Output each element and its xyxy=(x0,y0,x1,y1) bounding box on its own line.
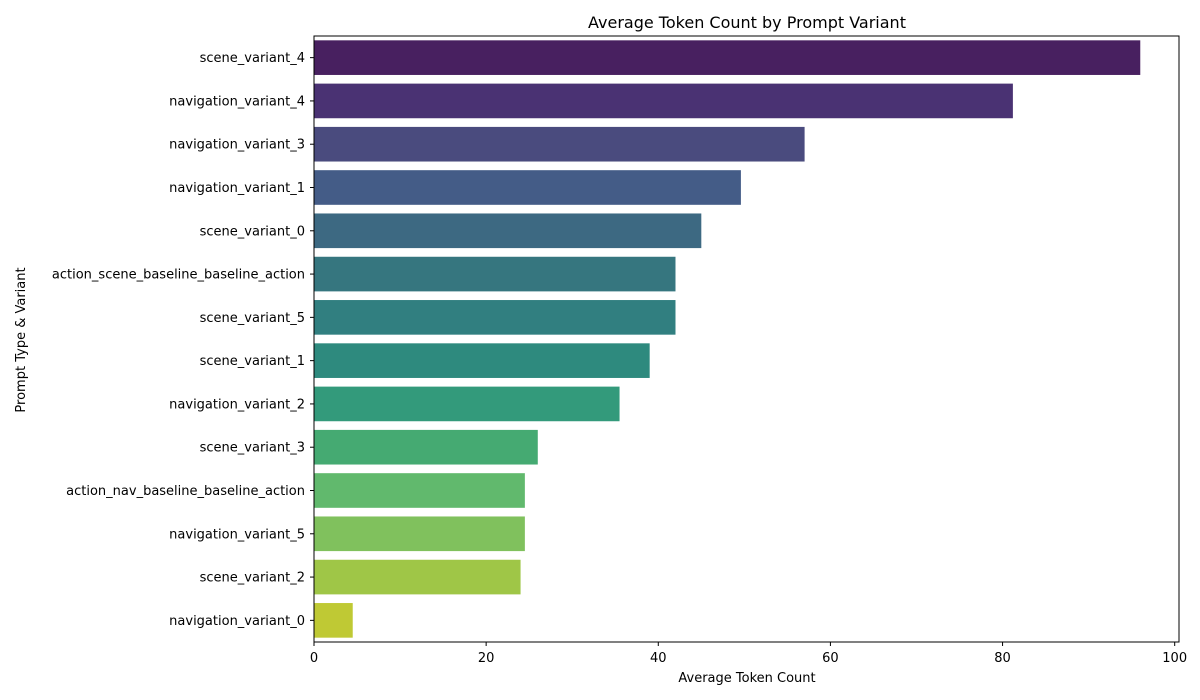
y-tick-label: navigation_variant_2 xyxy=(169,397,305,412)
plot-frame xyxy=(313,35,1180,643)
bar-scene_variant_1 xyxy=(314,343,650,378)
x-tick-label: 40 xyxy=(650,651,667,666)
y-tick-label: scene_variant_5 xyxy=(200,311,305,326)
bar-action_nav_baseline_baseline_action xyxy=(314,473,525,508)
x-tick-label: 60 xyxy=(822,651,839,666)
x-axis-label: Average Token Count xyxy=(678,671,815,686)
bars-group xyxy=(314,40,1141,638)
y-tick-label: navigation_variant_0 xyxy=(169,614,305,629)
bar-navigation_variant_4 xyxy=(314,83,1013,119)
y-tick-label: scene_variant_4 xyxy=(200,51,305,66)
bar-navigation_variant_3 xyxy=(314,126,805,162)
x-tick-label: 80 xyxy=(994,651,1011,666)
y-tick-label: scene_variant_0 xyxy=(200,224,305,239)
bar-navigation_variant_1 xyxy=(314,170,741,205)
bar-scene_variant_2 xyxy=(314,559,521,595)
y-tick-label: scene_variant_2 xyxy=(200,571,305,586)
bar-scene_variant_4 xyxy=(314,40,1141,75)
y-tick-label: scene_variant_1 xyxy=(200,354,305,369)
bar-scene_variant_0 xyxy=(314,213,702,249)
y-tick-label: action_nav_baseline_baseline_action xyxy=(66,484,305,499)
bar-navigation_variant_5 xyxy=(314,516,525,552)
bar-action_scene_baseline_baseline_action xyxy=(314,256,676,292)
y-tick-label: navigation_variant_3 xyxy=(169,138,305,153)
bar-navigation_variant_2 xyxy=(314,386,620,422)
bar-navigation_variant_0 xyxy=(314,603,353,638)
y-axis-ticks: scene_variant_4 navigation_variant_4navig… xyxy=(52,51,314,629)
y-axis-label: Prompt Type & Variant xyxy=(14,267,29,412)
y-tick-label: navigation_variant_5 xyxy=(169,527,305,542)
x-tick-label: 20 xyxy=(478,651,495,666)
x-tick-label: 0 xyxy=(310,651,318,666)
bar-scene_variant_3 xyxy=(314,429,538,465)
y-tick-label: scene_variant_3 xyxy=(200,441,305,456)
x-tick-label: 100 xyxy=(1162,651,1187,666)
y-tick-label: navigation_variant_1 xyxy=(169,181,305,196)
y-tick-label: action_scene_baseline_baseline_action xyxy=(52,268,305,283)
plot-border xyxy=(313,35,1180,643)
bar-scene_variant_5 xyxy=(314,300,676,335)
y-tick-label: navigation_variant_4 xyxy=(169,94,305,109)
chart-title: Average Token Count by Prompt Variant xyxy=(588,13,906,32)
x-axis-ticks: 0 20 40 60 80 100 xyxy=(310,642,1187,666)
